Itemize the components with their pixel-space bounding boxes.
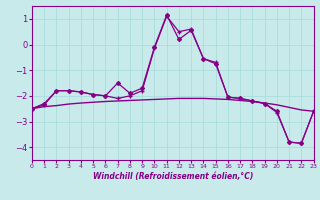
X-axis label: Windchill (Refroidissement éolien,°C): Windchill (Refroidissement éolien,°C) bbox=[92, 172, 253, 181]
